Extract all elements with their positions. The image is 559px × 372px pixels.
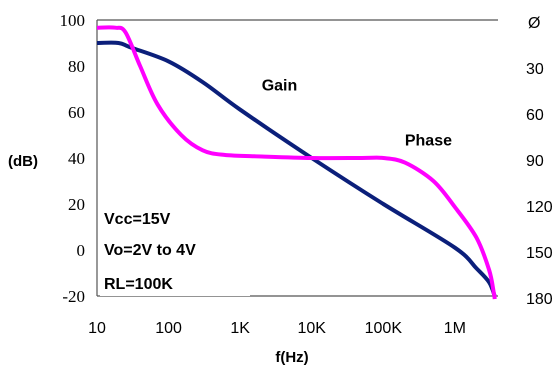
- x-axis-label: f(Hz): [275, 349, 308, 366]
- series-line-phase: [96, 25, 497, 300]
- x-tick-label: 100: [155, 320, 182, 337]
- annotation-phase: Phase: [405, 133, 452, 150]
- y-right-tick-label: 120: [526, 199, 553, 216]
- y-left-tick-label: -20: [62, 287, 85, 306]
- condition-label: Vo=2V to 4V: [104, 242, 196, 259]
- data-series: [96, 25, 497, 300]
- condition-label: Vcc=15V: [104, 211, 171, 228]
- tick-labels: 100 80 60 40 20 0 -20 30 60 90 120 150 180 10 100 1K 10K…: [60, 11, 553, 337]
- annotations: Gain Phase: [262, 77, 452, 149]
- y-right-tick-label: 90: [526, 153, 544, 170]
- y-left-tick-label: 60: [68, 103, 85, 122]
- x-tick-label: 10K: [298, 320, 327, 337]
- y-left-tick-label: 40: [68, 149, 85, 168]
- x-tick-label: 1M: [444, 320, 466, 337]
- y-right-tick-label: 60: [526, 107, 544, 124]
- conditions-background: [100, 196, 250, 296]
- y-axis-left-label: (dB): [8, 153, 38, 170]
- y-right-tick-label: 150: [526, 245, 553, 262]
- y-right-tick-label: 30: [526, 61, 544, 78]
- y-left-tick-label: 20: [68, 195, 85, 214]
- conditions-box: Vcc=15V Vo=2V to 4V RL=100K: [100, 196, 250, 296]
- y-axis-right-label: Ø: [528, 15, 540, 32]
- y-left-tick-label: 80: [68, 57, 85, 76]
- x-tick-label: 100K: [365, 320, 403, 337]
- x-tick-label: 1K: [230, 320, 250, 337]
- y-left-tick-label: 0: [77, 241, 86, 260]
- condition-label: RL=100K: [104, 276, 173, 293]
- annotation-gain: Gain: [262, 77, 298, 94]
- y-left-tick-label: 100: [60, 11, 86, 30]
- x-tick-label: 10: [88, 320, 106, 337]
- y-right-tick-label: 180: [526, 291, 553, 308]
